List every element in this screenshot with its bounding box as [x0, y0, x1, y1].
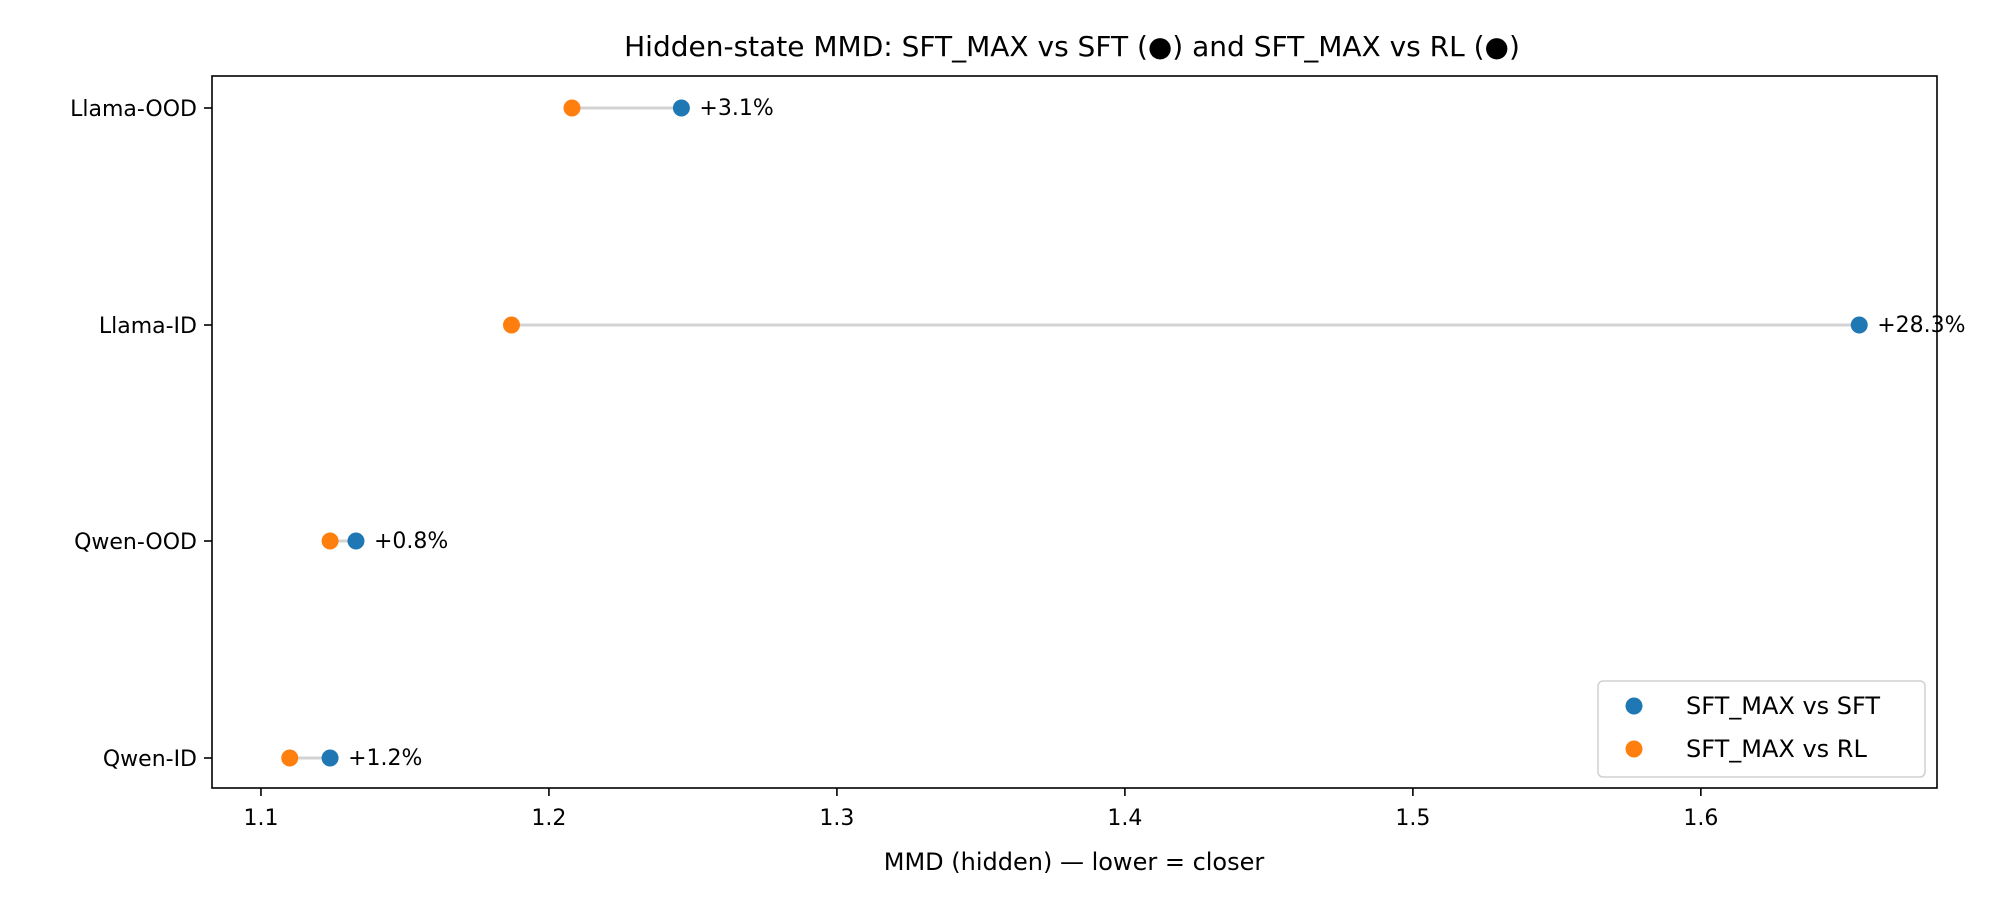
annotation-label: +28.3%: [1877, 313, 1965, 338]
x-axis-label: MMD (hidden) — lower = closer: [884, 848, 1265, 876]
y-tick-label: Qwen-ID: [103, 747, 197, 772]
x-tick-label: 1.5: [1395, 806, 1430, 831]
point-rl: [563, 99, 581, 117]
x-tick-label: 1.3: [819, 806, 854, 831]
y-axis: Llama-OOD Llama-ID Qwen-OOD Qwen-ID: [70, 97, 212, 772]
chart-title: Hidden-state MMD: SFT_MAX vs SFT (●) and…: [624, 30, 1520, 63]
annotation-label: +0.8%: [374, 529, 448, 554]
legend: SFT_MAX vs SFT SFT_MAX vs RL: [1597, 680, 1926, 778]
annotation-label: +1.2%: [348, 746, 422, 771]
y-tick-label: Llama-OOD: [70, 97, 197, 122]
y-tick-label: Qwen-OOD: [74, 530, 197, 555]
point-sft: [672, 99, 690, 117]
point-sft: [347, 532, 365, 550]
annotation-label: +3.1%: [699, 96, 773, 121]
legend-entry-label: SFT_MAX vs RL: [1686, 735, 1867, 763]
x-tick-label: 1.6: [1683, 806, 1718, 831]
point-rl: [502, 316, 520, 334]
legend-box: [1597, 680, 1926, 778]
point-sft: [1850, 316, 1868, 334]
legend-marker: [1625, 697, 1643, 715]
point-sft: [321, 749, 339, 767]
plot-area: +3.1% +28.3% +0.8% +1.2%: [281, 96, 1966, 771]
legend-marker: [1625, 740, 1643, 758]
y-tick-label: Llama-ID: [99, 314, 197, 339]
point-rl: [281, 749, 299, 767]
x-tick-label: 1.1: [243, 806, 278, 831]
plot-frame: [211, 75, 1938, 789]
x-tick-label: 1.2: [531, 806, 566, 831]
legend-entry-label: SFT_MAX vs SFT: [1686, 692, 1880, 720]
x-axis: 1.1 1.2 1.3 1.4 1.5 1.6: [243, 788, 1718, 831]
x-tick-label: 1.4: [1107, 806, 1142, 831]
point-rl: [321, 532, 339, 550]
